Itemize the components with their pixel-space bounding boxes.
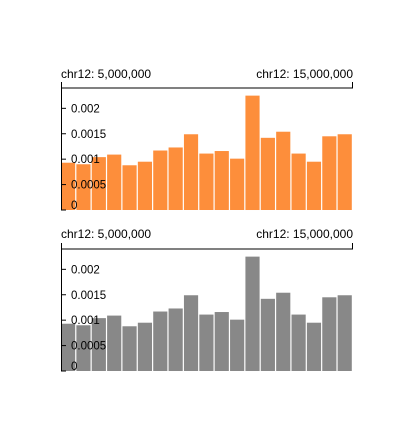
track-1-region-start-label: chr12: 5,000,000 [61, 67, 151, 81]
track-2-bar-16 [291, 314, 306, 371]
track-2-bar-17 [306, 322, 322, 371]
track-1-y-tick-label-2: 0.001 [71, 154, 100, 166]
track-2-bar-18 [322, 297, 337, 371]
track-1-bar-2 [76, 164, 91, 210]
track-2-region-start-label: chr12: 5,000,000 [61, 227, 151, 241]
track-2-bar-11 [214, 312, 229, 371]
track-2-bar-7 [153, 311, 168, 371]
track-1-bar-1 [61, 162, 76, 210]
track-1-bar-11 [214, 151, 229, 210]
track-2-bar-3 [91, 318, 106, 371]
track-1-bar-16 [291, 153, 306, 210]
track-1-bar-4 [107, 154, 122, 210]
track-1-bar-12 [230, 158, 245, 210]
track-2-bar-13 [245, 256, 260, 372]
track-1-bar-3 [91, 157, 106, 210]
track-1-y-tick-label-4: 0.002 [71, 103, 100, 115]
track-1-bar-17 [306, 161, 322, 210]
track-1-y-tick-label-1: 0.0005 [71, 180, 106, 192]
track-2-y-tick-label-3: 0.0015 [71, 290, 106, 302]
track-1-bar-14 [260, 137, 275, 210]
track-2-bar-10 [199, 314, 214, 371]
track-1-bar-15 [276, 131, 291, 210]
track-1-y-tick-label-0: 0 [71, 200, 77, 212]
track-2-region-end-label: chr12: 15,000,000 [256, 227, 353, 241]
track-1-bar-10 [199, 153, 214, 210]
track-2-y-tick-label-2: 0.001 [71, 315, 100, 327]
track-2-bar-12 [230, 319, 245, 371]
track-2-bar-8 [168, 308, 183, 372]
track-1-bar-13 [245, 95, 260, 211]
track-1-region-end-label: chr12: 15,000,000 [256, 67, 353, 81]
track-1-bar-7 [153, 150, 168, 210]
track-2-y-tick-label-4: 0.002 [71, 264, 100, 276]
track-1-y-tick-label-3: 0.0015 [71, 129, 106, 141]
track-1-bar-18 [322, 136, 337, 210]
track-2-y-tick-label-0: 0 [71, 361, 77, 373]
track-2-bar-5 [122, 326, 137, 371]
track-2-bar-19 [337, 295, 352, 371]
track-2-bar-6 [137, 322, 153, 371]
track-2-bar-15 [276, 292, 291, 371]
track-1-bar-19 [337, 134, 352, 210]
track-2-y-tick-label-1: 0.0005 [71, 341, 106, 353]
track-2-bar-1 [61, 323, 76, 372]
track-2-bar-2 [76, 325, 91, 371]
track-1-bar-5 [122, 165, 137, 210]
track-2-bar-4 [107, 315, 122, 371]
track-2-bar-9 [183, 295, 199, 371]
track-1-bar-8 [168, 147, 183, 210]
track-1-bar-9 [183, 134, 199, 210]
track-1-bar-6 [137, 161, 153, 210]
track-2-bar-14 [260, 298, 275, 371]
